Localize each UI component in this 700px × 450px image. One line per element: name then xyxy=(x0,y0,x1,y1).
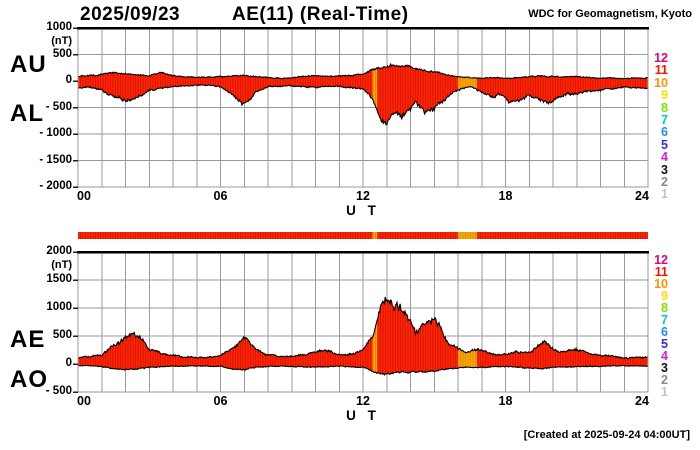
legend-station-count: 10 xyxy=(654,277,668,291)
ytick-label: 2000 xyxy=(46,245,72,257)
xtick-label: 24 xyxy=(635,189,649,203)
xtick-label: 18 xyxy=(498,394,513,408)
series-label-ao: AO xyxy=(10,366,48,393)
xaxis-label-top: U T xyxy=(346,203,380,218)
legend-station-count: 8 xyxy=(661,100,668,115)
legend-station-count: 4 xyxy=(661,349,668,363)
xtick-label: 24 xyxy=(635,394,649,408)
ytick-label: - 1500 xyxy=(39,153,72,166)
series-label-al: AL xyxy=(10,100,44,127)
ytick-label: - 500 xyxy=(45,100,72,113)
xtick-label: 06 xyxy=(213,189,228,203)
series-label-ae: AE xyxy=(10,326,46,353)
legend-station-count: 2 xyxy=(661,373,668,387)
page-title: AE(11) (Real-Time) xyxy=(232,4,409,25)
ytick-label: - 1000 xyxy=(39,127,72,139)
legend-station-count: 7 xyxy=(661,313,668,327)
ytick-label: - 2000 xyxy=(39,180,72,192)
legend-station-count: 4 xyxy=(661,150,668,165)
ytick-label: 500 xyxy=(52,47,72,60)
legend-station-count: 3 xyxy=(661,162,668,177)
xtick-label: 06 xyxy=(213,394,228,408)
yaxis-unit-label: (nT) xyxy=(51,35,72,47)
ytick-label: 1500 xyxy=(46,273,72,285)
legend-station-count: 1 xyxy=(661,385,668,399)
legend-station-count: 1 xyxy=(661,187,668,202)
series-label-au: AU xyxy=(10,51,47,78)
legend-station-count: 6 xyxy=(661,125,668,140)
legend-station-count: 11 xyxy=(654,265,668,279)
ytick-label: 1000 xyxy=(46,301,72,313)
legend-station-count: 3 xyxy=(661,361,668,375)
ytick-label: 1000 xyxy=(46,21,72,33)
ytick-label: 500 xyxy=(52,329,72,341)
xaxis-label-bottom: U T xyxy=(346,408,380,423)
ytick-label: 0 xyxy=(65,357,72,369)
legend-station-count: 5 xyxy=(661,337,668,351)
xtick-label: 00 xyxy=(77,189,91,203)
plot-date: 2025/09/23 xyxy=(80,4,181,25)
xtick-label: 00 xyxy=(77,394,91,408)
legend-station-count: 12 xyxy=(654,51,668,65)
credit-label: WDC for Geomagnetism, Kyoto xyxy=(528,8,692,20)
xtick-label: 12 xyxy=(356,189,370,203)
legend-station-count: 9 xyxy=(661,289,668,303)
legend-station-count: 2 xyxy=(661,175,668,189)
legend-station-count: 7 xyxy=(661,113,668,127)
legend-station-count: 5 xyxy=(661,137,668,152)
ytick-label: 0 xyxy=(65,74,72,86)
xtick-label: 18 xyxy=(498,189,513,203)
legend-station-count: 9 xyxy=(661,88,668,103)
legend-station-count: 12 xyxy=(654,253,668,267)
legend-station-count: 11 xyxy=(654,63,668,78)
yaxis-unit-label: (nT) xyxy=(51,259,72,271)
created-timestamp: [Created at 2025-09-24 04:00UT] xyxy=(523,429,690,441)
legend-station-count: 6 xyxy=(661,325,668,339)
legend-station-count: 8 xyxy=(661,301,668,315)
ytick-label: - 500 xyxy=(45,385,72,397)
legend-station-count: 10 xyxy=(654,75,668,90)
xtick-label: 12 xyxy=(356,394,370,408)
